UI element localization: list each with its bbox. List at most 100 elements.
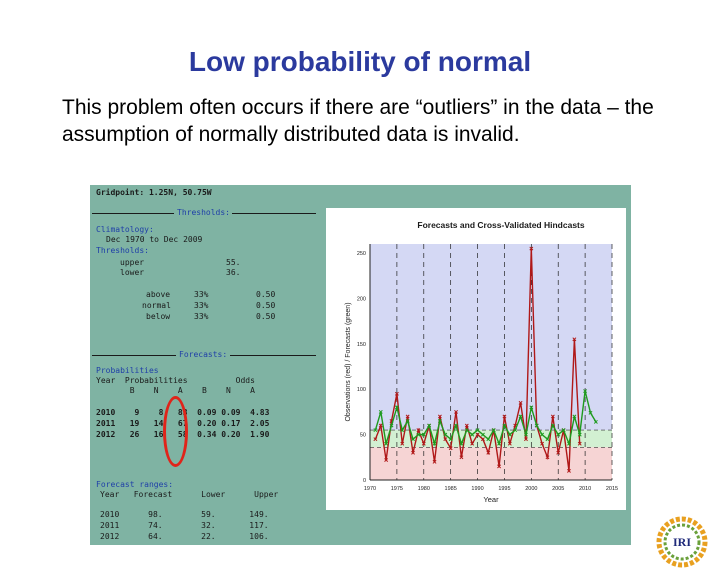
ranges-row: 2012 64. 22. 106. xyxy=(100,532,269,541)
hindcast-point xyxy=(502,423,507,428)
ranges-label: Forecast ranges: xyxy=(96,480,174,489)
hindcast-point xyxy=(529,405,534,410)
observation-point xyxy=(459,455,464,460)
hindcast-point xyxy=(545,437,550,442)
chart-container: 1970 1975 1980 1985 1990 1995 2000 2005 2010 2015… xyxy=(326,208,626,510)
observation-point xyxy=(454,409,458,414)
x-tick-label: 1995 xyxy=(498,486,510,492)
observation-point xyxy=(373,437,378,442)
hindcast-point xyxy=(400,428,405,433)
upper-value: 55. xyxy=(226,258,241,267)
hindcast-point xyxy=(518,414,523,419)
hindcast-point xyxy=(411,437,415,442)
above-label: above xyxy=(146,290,171,299)
chart-title: Forecasts and Cross-Validated Hindcasts xyxy=(417,220,584,230)
hindcast-point xyxy=(561,428,566,433)
gridpoint-label: Gridpoint: 1.25N, 50.75W xyxy=(96,188,212,197)
observation-point xyxy=(529,246,534,251)
y-tick-label: 0 xyxy=(363,478,366,484)
hindcast-point xyxy=(572,414,577,419)
hindcast-point xyxy=(497,441,502,446)
x-tick-label: 1980 xyxy=(418,486,430,492)
observation-point xyxy=(437,414,442,419)
lower-value: 36. xyxy=(226,268,241,277)
x-tick-label: 2015 xyxy=(606,486,618,492)
observation-point xyxy=(540,441,545,446)
hindcast-point xyxy=(373,428,378,433)
slide-body-text: This problem often occurs if there are “… xyxy=(62,96,654,146)
hindcast-point xyxy=(577,432,582,437)
above-normal-band xyxy=(370,244,612,431)
observation-point xyxy=(475,432,480,437)
below-pct: 33% xyxy=(194,312,209,321)
observation-point xyxy=(384,458,389,462)
table-subheader: B N A B N A xyxy=(96,386,255,395)
observation-point xyxy=(524,437,528,442)
y-tick-label: 200 xyxy=(357,296,366,302)
hindcast-point xyxy=(534,423,539,428)
observation-point xyxy=(502,414,507,419)
hindcast-point xyxy=(384,441,389,446)
divider xyxy=(92,213,174,214)
y-tick-label: 100 xyxy=(357,387,366,393)
iri-logo: IRI xyxy=(656,516,708,568)
ranges-header: Year Forecast Lower Upper xyxy=(100,490,279,499)
hindcast-point xyxy=(524,432,528,437)
above-val: 0.50 xyxy=(256,290,276,299)
hindcast-point xyxy=(448,437,453,442)
climatology-period: Dec 1970 to Dec 2009 xyxy=(106,235,203,244)
lower-label: lower xyxy=(120,268,145,277)
hindcast-point xyxy=(540,432,545,437)
hindcast-point xyxy=(550,423,555,428)
forecasts-header: Forecasts: xyxy=(179,350,228,359)
hindcast-point xyxy=(443,432,448,437)
climatology-label: Climatology: xyxy=(96,225,154,234)
hindcast-point xyxy=(593,419,598,424)
forecast-chart: 1970 1975 1980 1985 1990 1995 2000 2005 2010 2015… xyxy=(345,220,618,504)
observation-point xyxy=(432,459,437,464)
observation-point xyxy=(572,337,577,342)
observation-point xyxy=(400,441,405,446)
observation-point xyxy=(378,423,383,428)
hindcast-point xyxy=(491,428,496,433)
observation-point xyxy=(421,441,426,446)
hindcast-point xyxy=(470,432,475,437)
below-label: below xyxy=(146,312,171,321)
observation-point xyxy=(443,437,448,442)
hindcast-point xyxy=(454,423,458,428)
divider xyxy=(230,355,316,356)
hindcast-point xyxy=(405,419,410,423)
hindcast-point xyxy=(507,432,512,437)
hindcast-point xyxy=(389,423,394,428)
hindcast-point xyxy=(416,432,421,437)
ranges-row: 2011 74. 32. 117. xyxy=(100,521,269,530)
x-tick-label: 2005 xyxy=(552,486,564,492)
hindcast-point xyxy=(567,441,571,446)
y-tick-label: 250 xyxy=(357,251,366,257)
hindcast-point xyxy=(588,410,593,415)
observation-point xyxy=(416,428,421,433)
probabilities-label: Probabilities xyxy=(96,366,159,375)
observation-point xyxy=(518,400,523,405)
ranges-row: 2010 98. 59. 149. xyxy=(100,510,269,519)
upper-label: upper xyxy=(120,258,145,267)
observation-point xyxy=(577,441,582,446)
slide-title: Low probability of normal xyxy=(188,46,532,77)
table-header: Year Probabilities Odds xyxy=(96,376,255,385)
hindcast-point xyxy=(437,419,442,423)
normal-pct: 33% xyxy=(194,301,209,310)
observation-point xyxy=(507,441,512,446)
normal-val: 0.50 xyxy=(256,301,276,310)
hindcast-point xyxy=(583,389,588,393)
hindcast-point xyxy=(394,405,399,410)
thresholds-label: Thresholds: xyxy=(96,246,149,255)
hindcast-point xyxy=(464,428,469,433)
hindcast-point xyxy=(475,428,480,433)
y-tick-label: 50 xyxy=(360,433,366,439)
observation-point xyxy=(394,391,399,396)
normal-label: normal xyxy=(142,301,171,310)
x-tick-label: 2010 xyxy=(579,486,591,492)
hindcast-point xyxy=(513,428,518,433)
observation-point xyxy=(486,450,491,455)
observation-point xyxy=(545,455,550,460)
